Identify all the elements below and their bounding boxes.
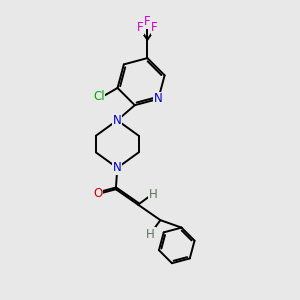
Text: H: H [148,188,157,201]
Text: Cl: Cl [93,90,105,103]
Text: N: N [154,92,163,105]
Text: F: F [144,15,151,28]
Text: N: N [113,161,122,174]
Text: F: F [137,21,144,34]
Text: N: N [113,114,122,127]
Text: O: O [93,187,102,200]
Text: F: F [151,21,158,34]
Text: H: H [146,228,155,241]
